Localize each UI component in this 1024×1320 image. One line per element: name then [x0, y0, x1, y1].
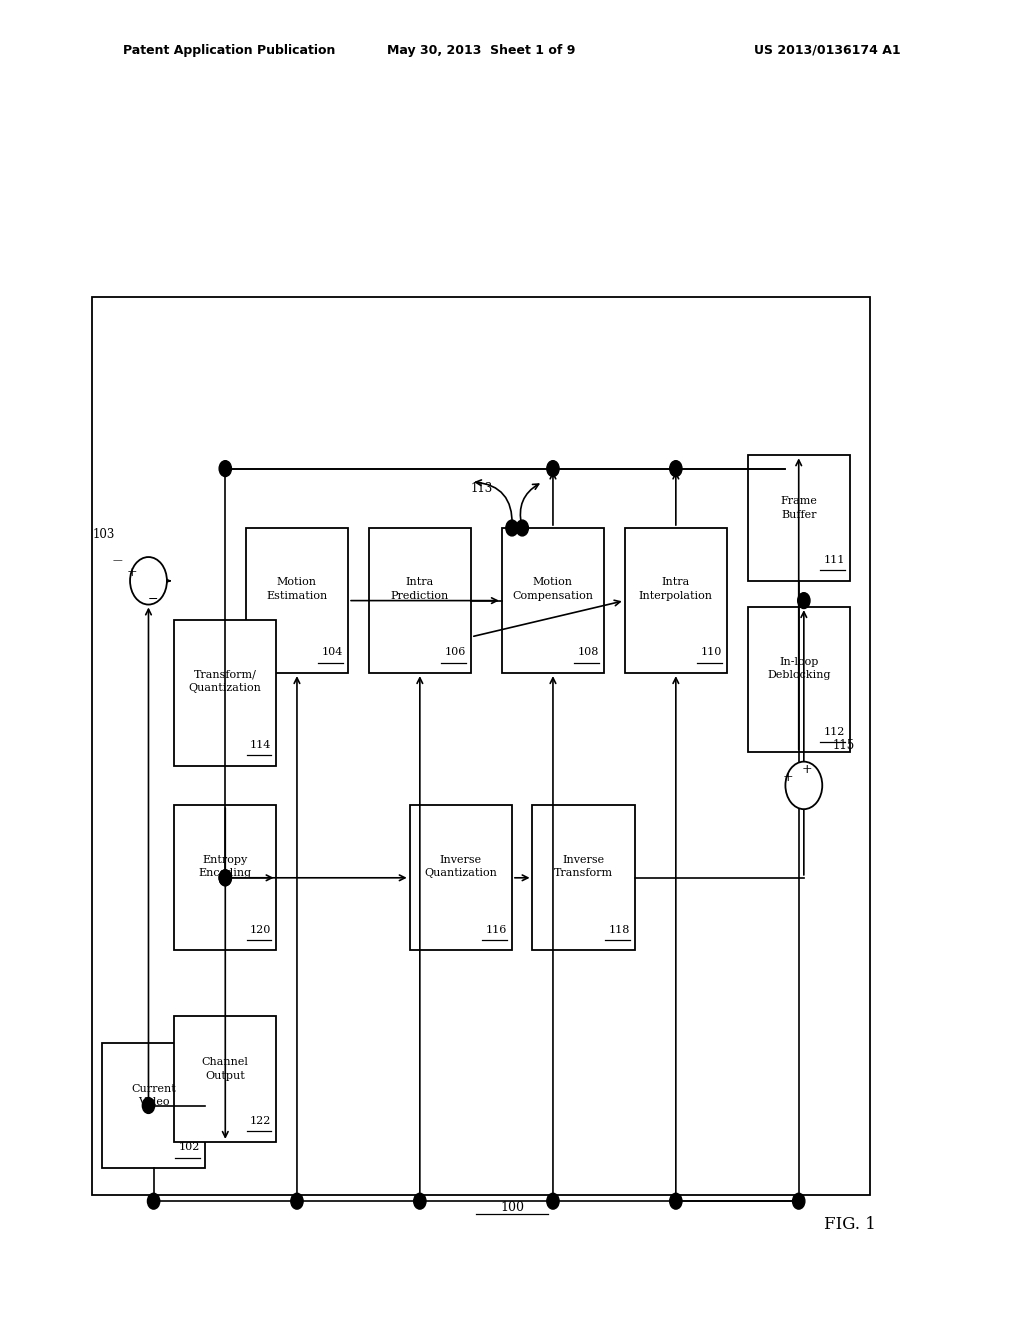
Circle shape	[147, 1193, 160, 1209]
Circle shape	[670, 461, 682, 477]
FancyBboxPatch shape	[369, 528, 471, 673]
Text: Current
Video: Current Video	[131, 1084, 176, 1107]
Text: Intra
Prediction: Intra Prediction	[391, 577, 449, 601]
Text: In-loop
Deblocking: In-loop Deblocking	[767, 656, 830, 680]
Text: FIG. 1: FIG. 1	[824, 1217, 876, 1233]
Circle shape	[142, 1098, 155, 1114]
Circle shape	[516, 520, 528, 536]
Text: +: +	[127, 566, 137, 579]
Text: 116: 116	[485, 924, 507, 935]
Text: Motion
Compensation: Motion Compensation	[512, 577, 594, 601]
Text: —: —	[113, 557, 123, 565]
Circle shape	[414, 1193, 426, 1209]
Text: +: +	[782, 771, 793, 784]
Text: −: −	[147, 593, 158, 606]
FancyBboxPatch shape	[532, 805, 635, 950]
Text: 111: 111	[823, 554, 845, 565]
Circle shape	[291, 1193, 303, 1209]
Text: Frame
Buffer: Frame Buffer	[780, 496, 817, 520]
Circle shape	[798, 593, 810, 609]
Text: Inverse
Quantization: Inverse Quantization	[424, 854, 498, 878]
Text: 103: 103	[92, 528, 115, 541]
FancyBboxPatch shape	[174, 805, 276, 950]
FancyBboxPatch shape	[748, 455, 850, 581]
Text: 108: 108	[578, 647, 599, 657]
FancyBboxPatch shape	[748, 607, 850, 752]
Text: US 2013/0136174 A1: US 2013/0136174 A1	[755, 44, 901, 57]
Circle shape	[547, 461, 559, 477]
Circle shape	[793, 1193, 805, 1209]
Text: 102: 102	[178, 1142, 200, 1152]
Text: Motion
Estimation: Motion Estimation	[266, 577, 328, 601]
Text: 122: 122	[250, 1115, 271, 1126]
Text: 114: 114	[250, 739, 271, 750]
Circle shape	[506, 520, 518, 536]
Circle shape	[670, 1193, 682, 1209]
Text: 118: 118	[608, 924, 630, 935]
Circle shape	[785, 762, 822, 809]
Text: 110: 110	[700, 647, 722, 657]
FancyBboxPatch shape	[102, 1043, 205, 1168]
Text: 106: 106	[444, 647, 466, 657]
Text: 112: 112	[823, 726, 845, 737]
Text: Entropy
Encoding: Entropy Encoding	[199, 854, 252, 878]
Circle shape	[547, 1193, 559, 1209]
FancyBboxPatch shape	[410, 805, 512, 950]
Circle shape	[130, 557, 167, 605]
FancyBboxPatch shape	[502, 528, 604, 673]
Text: 113: 113	[470, 482, 493, 495]
Text: 115: 115	[833, 739, 855, 752]
Text: 104: 104	[322, 647, 343, 657]
Text: Transform/
Quantization: Transform/ Quantization	[188, 669, 262, 693]
FancyBboxPatch shape	[246, 528, 348, 673]
Text: Patent Application Publication: Patent Application Publication	[123, 44, 335, 57]
Circle shape	[219, 461, 231, 477]
Text: 120: 120	[250, 924, 271, 935]
Text: +: +	[802, 763, 812, 776]
Text: Intra
Interpolation: Intra Interpolation	[639, 577, 713, 601]
Circle shape	[219, 870, 231, 886]
Text: May 30, 2013  Sheet 1 of 9: May 30, 2013 Sheet 1 of 9	[387, 44, 575, 57]
Text: Channel
Output: Channel Output	[202, 1057, 249, 1081]
FancyBboxPatch shape	[625, 528, 727, 673]
FancyBboxPatch shape	[174, 1016, 276, 1142]
Text: Inverse
Transform: Inverse Transform	[554, 854, 613, 878]
Circle shape	[219, 870, 231, 886]
Text: 100: 100	[500, 1201, 524, 1214]
FancyBboxPatch shape	[174, 620, 276, 766]
